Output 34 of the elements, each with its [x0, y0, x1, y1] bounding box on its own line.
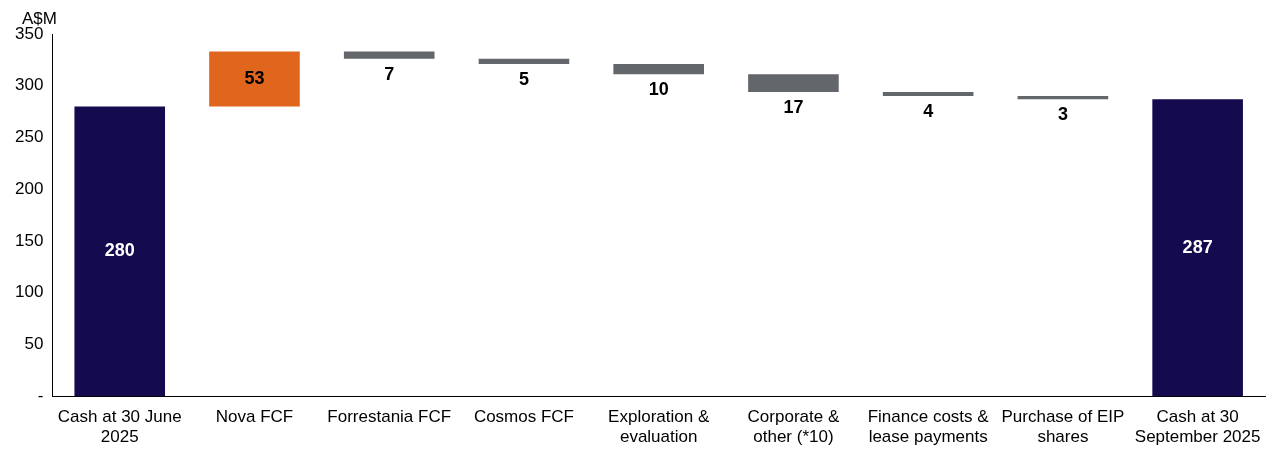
x-tick-label: Cash at 30 June 2025 [57, 407, 182, 447]
data-label: 3 [1057, 104, 1068, 125]
x-tick-label: Nova FCF [215, 407, 294, 427]
bar [209, 51, 300, 107]
bar [1152, 99, 1243, 397]
bar [613, 64, 704, 75]
bar [748, 74, 839, 92]
bar [74, 106, 166, 397]
x-tick-label: Finance costs & lease payments [867, 407, 990, 447]
bar [478, 58, 570, 65]
y-tick-label: 50 [24, 334, 44, 354]
data-label: 10 [648, 79, 669, 100]
data-label: 7 [384, 63, 395, 84]
x-tick-label: Exploration & evaluation [608, 407, 710, 447]
bar [343, 51, 435, 59]
data-label: 17 [783, 96, 804, 117]
y-tick-label: 300 [14, 75, 44, 95]
data-label: 280 [104, 240, 135, 261]
data-label: 4 [923, 101, 934, 122]
x-tick-label: Cosmos FCF [473, 407, 575, 427]
y-tick-label: 150 [14, 230, 44, 250]
y-tick-label: 250 [14, 127, 44, 147]
x-tick-label: Corporate & other (*10) [747, 407, 840, 447]
x-tick-label: Cash at 30 September 2025 [1134, 407, 1261, 447]
data-label: 5 [518, 68, 529, 89]
bar [1017, 96, 1109, 100]
data-label: 287 [1182, 236, 1213, 257]
bar [882, 91, 974, 97]
x-tick-label: Forrestania FCF [327, 407, 452, 427]
y-tick-label: - [37, 385, 44, 405]
data-label: 53 [244, 67, 265, 88]
x-tick-label: Purchase of EIP shares [1001, 407, 1125, 447]
y-tick-label: 100 [14, 282, 44, 302]
y-tick-label: 200 [14, 178, 44, 198]
